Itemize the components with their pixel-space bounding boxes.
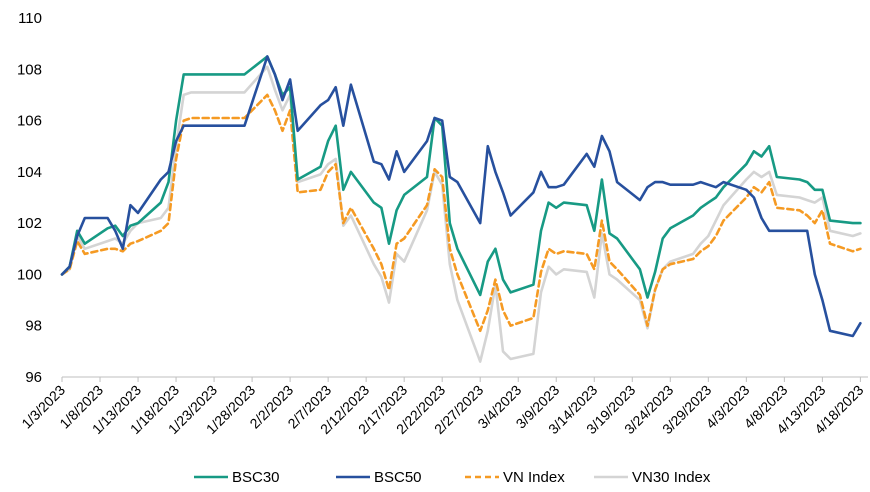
series-line-bsc50 bbox=[60, 55, 862, 338]
legend-label: BSC50 bbox=[374, 469, 422, 486]
y-tick-label: 102 bbox=[17, 215, 42, 232]
y-tick-label: 106 bbox=[17, 113, 42, 130]
legend: BSC30 BSC50 VN Index VN30 Index bbox=[194, 469, 711, 486]
y-tick-label: 108 bbox=[17, 61, 42, 78]
y-tick-label: 96 bbox=[25, 369, 42, 386]
legend-label: BSC30 bbox=[232, 469, 280, 486]
series-line-bsc30 bbox=[60, 55, 862, 299]
y-axis-ticks: 96 98 100 102 104 106 108 110 bbox=[17, 10, 42, 386]
series-layer bbox=[60, 55, 862, 363]
series-line-vn30-index bbox=[60, 65, 862, 363]
y-tick-label: 98 bbox=[25, 318, 42, 335]
legend-label: VN Index bbox=[503, 469, 565, 486]
y-tick-label: 104 bbox=[17, 164, 42, 181]
x-axis: 1/3/20231/8/20231/13/20231/18/20231/23/2… bbox=[18, 376, 868, 437]
y-tick-label: 110 bbox=[18, 10, 42, 27]
legend-label: VN30 Index bbox=[632, 469, 711, 486]
y-tick-label: 100 bbox=[17, 266, 42, 283]
